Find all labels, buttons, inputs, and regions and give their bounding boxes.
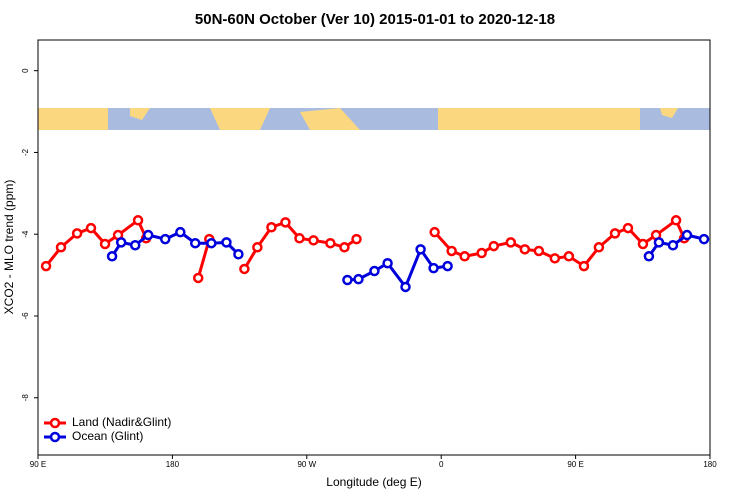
map-strip [38,108,710,130]
series-line [44,218,686,279]
x-tick-label: 90 E [30,460,46,469]
point [667,240,679,251]
point [342,274,353,286]
point [653,237,665,248]
point [221,237,232,248]
x-tick-label: 90 W [297,460,316,469]
legend-marker [49,417,61,429]
point [339,242,350,253]
point [142,229,154,241]
point [252,242,263,253]
y-tick-label: -4 [21,230,30,238]
point [233,248,244,260]
legend-label: Land (Nadir&Glint) [72,415,171,429]
y-tick-label: 0 [21,68,30,73]
chart-title: 50N-60N October (Ver 10) 2015-01-01 to 2… [195,11,555,28]
legend-label: Ocean (Glint) [72,429,143,443]
point [369,265,380,277]
point [698,233,710,245]
y-tick-label: -6 [21,312,30,320]
point [280,217,291,228]
point [266,222,277,233]
point [175,226,186,238]
point [578,260,590,272]
plot-frame [37,39,711,456]
point [325,237,336,249]
y-axis-label: XCO2 - MLO trend (ppm) [2,180,16,315]
point [476,247,487,259]
point [459,251,470,262]
point [294,233,305,244]
point [609,228,621,239]
point [428,262,439,274]
point [643,251,655,262]
x-tick-label: 90 E [567,460,583,469]
x-axis-label: Longitude (deg E) [326,475,421,489]
point [670,215,682,226]
x-tick-label: 180 [703,460,717,469]
point [159,233,171,245]
point [115,237,127,248]
y-tick-label: -8 [21,394,30,402]
point [71,228,83,239]
point [382,257,393,269]
point [129,240,141,251]
x-tick-label: 0 [439,460,444,469]
point [353,273,364,285]
point [40,260,52,272]
point [429,226,440,238]
legend-marker [49,431,61,443]
point [505,237,517,248]
point [239,263,250,275]
point [99,238,111,250]
point [549,253,561,264]
point [206,237,217,249]
point [189,237,201,249]
point [446,245,457,257]
point [488,240,500,252]
point [533,245,545,257]
point [519,244,531,255]
point [593,242,605,253]
point [622,222,634,234]
x-tick-label: 180 [166,460,180,469]
point [415,244,426,255]
point [85,222,97,234]
y-tick-label: -2 [21,148,30,156]
point [55,242,67,253]
point [106,251,118,262]
point [681,229,693,241]
point [132,215,144,226]
point [351,233,362,245]
point [400,281,411,293]
point [192,272,204,284]
point [442,260,453,272]
point [637,238,649,250]
point [308,235,319,246]
point [563,251,575,262]
